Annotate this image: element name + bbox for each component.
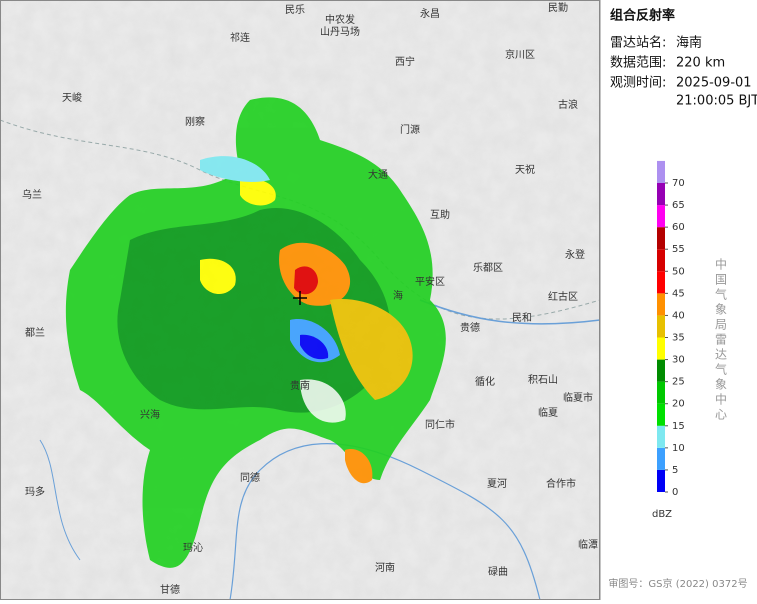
legend-tick-label: 50 [672, 266, 685, 277]
legend-tick-label: 5 [672, 465, 678, 476]
obs-time: 21:00:05 BJT [676, 94, 757, 109]
place-label: 永登 [565, 248, 585, 261]
agency: 中国气象局雷达气象中心 [714, 257, 728, 423]
place-label: 乌兰 [22, 188, 42, 201]
place-label: 古浪 [558, 98, 578, 111]
review-number: 审图号：GS京 (2022) 0372号 [608, 577, 747, 590]
legend-swatch [657, 271, 665, 294]
place-label: 门源 [400, 123, 420, 136]
info-panel: 组合反射率 雷达站名: 海南 数据范围: 220 km 观测时间: 2025-0… [599, 0, 757, 600]
legend-swatch [657, 160, 665, 183]
panel-title: 组合反射率 [610, 8, 675, 24]
station-label: 雷达站名: [610, 35, 666, 51]
place-label: 同德 [240, 471, 260, 484]
range-label: 数据范围: [610, 56, 666, 71]
place-label: 玛多 [25, 485, 45, 498]
radar-station [293, 291, 307, 305]
place-label: 民乐 [285, 4, 305, 16]
legend-swatch [657, 469, 665, 492]
place-label: 红古区 [548, 290, 578, 303]
legend-swatch [657, 403, 665, 426]
place-label: 贵德 [460, 321, 480, 334]
legend-tick-label: 65 [672, 200, 685, 211]
place-label: 中农发 [325, 13, 355, 26]
legend-swatch [657, 381, 665, 404]
place-label: 民勤 [548, 1, 568, 14]
place-label: 甘德 [160, 583, 180, 596]
place-label: 积石山 [528, 374, 558, 386]
place-label: 河南 [375, 561, 395, 574]
legend-swatch [657, 315, 665, 338]
place-label: 永昌 [420, 7, 440, 20]
radar-echo [65, 97, 446, 568]
place-label: 临夏 [538, 406, 558, 419]
legend-swatch [657, 183, 665, 206]
legend-tick-label: 70 [672, 178, 685, 189]
legend-swatch [657, 249, 665, 272]
place-label: 西宁 [395, 55, 415, 68]
legend-tick-label: 20 [672, 399, 685, 410]
legend-swatch [657, 293, 665, 316]
place-label: 贵南 [290, 379, 310, 392]
place-label: 乐都区 [473, 262, 503, 274]
obs-date: 2025-09-01 [676, 76, 752, 91]
time-label: 观测时间: [610, 76, 666, 91]
legend-swatch [657, 359, 665, 382]
place-label: 碌曲 [488, 566, 508, 578]
place-label: 互助 [430, 208, 450, 221]
place-label: 大通 [368, 168, 388, 181]
legend-swatch [657, 425, 665, 448]
legend-swatch [657, 205, 665, 228]
place-label: 山丹马场 [320, 25, 360, 38]
legend-swatch [657, 227, 665, 250]
legend-swatch [657, 447, 665, 470]
place-label: 兴海 [140, 408, 160, 421]
range: 220 km [676, 56, 725, 71]
legend-tick-label: 55 [672, 244, 685, 255]
place-label: 刚察 [185, 115, 205, 128]
place-label: 循化 [475, 375, 495, 388]
place-label: 平安区 [415, 275, 445, 288]
legend-tick-label: 45 [672, 288, 685, 299]
place-label: 玛沁 [183, 542, 203, 554]
legend-tick-label: 15 [672, 421, 685, 432]
place-label: 京川区 [505, 48, 535, 61]
place-label: 民和 [512, 312, 532, 324]
place-label: 临潭 [578, 538, 598, 551]
legend-tick-label: 25 [672, 377, 685, 388]
place-label: 临夏市 [563, 391, 593, 404]
place-label: 天峻 [62, 91, 82, 104]
place-label: 海 [393, 289, 403, 302]
legend-tick-label: 10 [672, 443, 685, 454]
legend-tick-label: 40 [672, 310, 685, 321]
legend-swatch [657, 337, 665, 360]
legend-tick-label: 30 [672, 355, 685, 366]
legend-tick-label: 35 [672, 333, 685, 344]
place-label: 祁连 [230, 31, 250, 44]
legend-tick-label: 60 [672, 222, 685, 233]
place-label: 夏河 [487, 478, 507, 490]
place-label: 合作市 [546, 477, 576, 490]
legend-unit: dBZ [652, 509, 672, 520]
station: 海南 [676, 35, 702, 51]
place-label: 天祝 [515, 163, 535, 176]
place-label: 同仁市 [425, 418, 455, 431]
legend-tick-label: 0 [672, 487, 678, 498]
place-label: 都兰 [25, 326, 45, 339]
